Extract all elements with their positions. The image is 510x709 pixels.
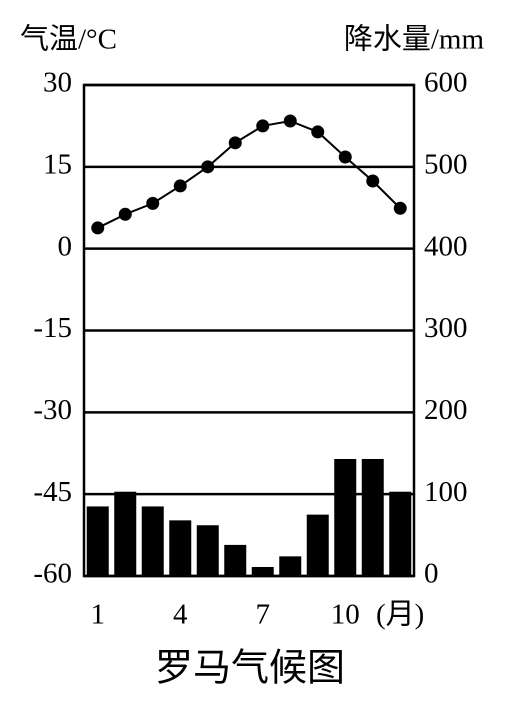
bar <box>114 491 137 576</box>
temperature-point <box>228 136 242 150</box>
bar <box>224 544 247 576</box>
temperature-point <box>393 201 407 215</box>
y-tick-label: -60 <box>33 558 72 590</box>
y2-tick-label: 300 <box>424 312 468 344</box>
y-tick-label: 0 <box>58 230 73 262</box>
y2-tick-label: 500 <box>424 148 468 180</box>
temperature-line <box>97 119 401 229</box>
bar <box>389 491 412 576</box>
temperature-point <box>201 160 215 174</box>
y-tick-label: -15 <box>33 312 72 344</box>
bar <box>361 458 384 576</box>
temperature-point <box>118 207 132 221</box>
temperature-point <box>91 221 105 235</box>
y-axis-label: 气温/°C <box>20 23 117 56</box>
y2-tick-label: 600 <box>424 67 468 99</box>
y-tick-label: -45 <box>33 476 72 508</box>
y-tick-label: 15 <box>43 148 72 180</box>
y2-axis-label: 降水量/mm <box>344 23 485 56</box>
y2-tick-label: 200 <box>424 394 468 426</box>
y2-tick-label: 0 <box>424 558 439 590</box>
bar <box>141 506 164 576</box>
temperature-point <box>173 179 187 193</box>
bar <box>251 566 274 576</box>
y-tick-label: -30 <box>33 394 72 426</box>
x-tick-label: 4 <box>173 599 188 631</box>
temperature-point <box>366 174 380 188</box>
x-tick-label: 10 <box>331 599 360 631</box>
y2-tick-label: 100 <box>424 476 468 508</box>
temperature-point <box>338 150 352 164</box>
temperature-point <box>146 196 160 210</box>
y2-tick-label: 400 <box>424 230 468 262</box>
bar <box>334 458 357 576</box>
x-tick-label: 1 <box>91 599 106 631</box>
bar <box>196 525 219 576</box>
x-axis-label: (月) <box>376 599 424 631</box>
y-tick-label: 30 <box>43 67 72 99</box>
bar <box>86 506 109 576</box>
chart-title: 罗马气候图 <box>155 648 345 690</box>
temperature-point <box>311 125 325 139</box>
temperature-point <box>256 119 270 133</box>
bar <box>279 556 302 576</box>
bar <box>306 514 329 576</box>
temperature-point <box>283 114 297 128</box>
bar <box>169 520 192 576</box>
x-tick-label: 7 <box>256 599 271 631</box>
